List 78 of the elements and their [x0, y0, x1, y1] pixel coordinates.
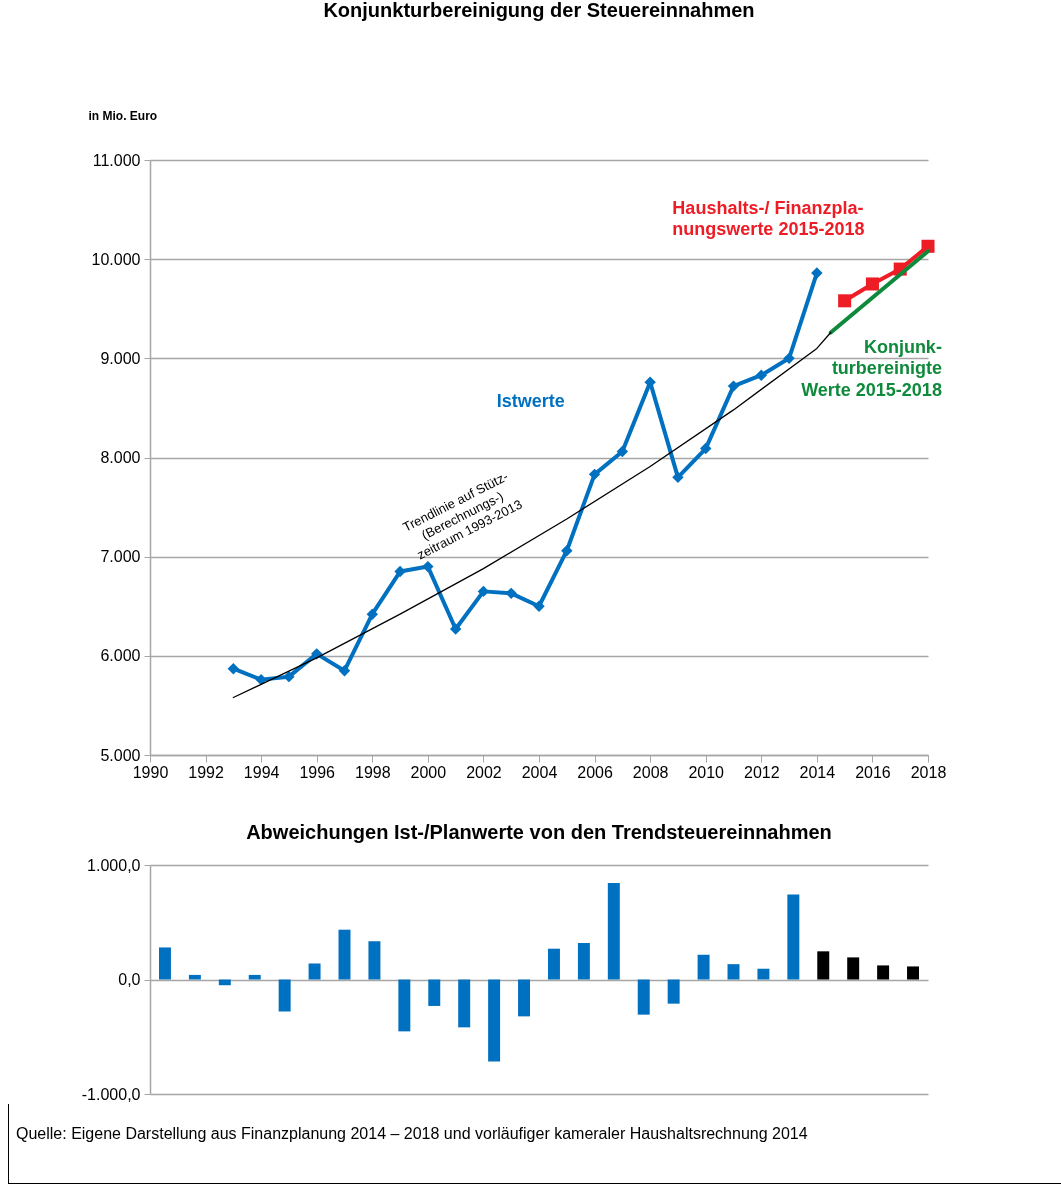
bar [368, 941, 381, 980]
point [838, 294, 852, 308]
point [811, 267, 823, 279]
bar [158, 947, 171, 980]
x-tick-label: 2012 [743, 763, 780, 781]
bar [488, 979, 501, 1062]
bar [637, 979, 650, 1015]
x-tick-label: 2006 [577, 763, 613, 781]
text: Istwerte [496, 391, 565, 412]
bar [877, 965, 890, 980]
x-tick-label: 2010 [688, 763, 725, 781]
bar [607, 883, 620, 980]
point [727, 380, 740, 392]
bar [458, 979, 471, 1028]
point [561, 545, 573, 557]
point [755, 369, 767, 381]
bar [727, 964, 740, 980]
point [700, 442, 712, 455]
series-label: Konjunk- turbereinigte Werte 2015-2018 [801, 336, 942, 400]
bar [817, 951, 830, 980]
bar [188, 974, 201, 980]
bar [847, 957, 860, 980]
y-tick-label: 0,0 [118, 971, 141, 988]
chart-title: Konjunkturbereinigung der Steuereinnahmen [323, 0, 755, 21]
x-tick-label: 1998 [354, 763, 391, 781]
y-tick-label: 5.000 [100, 746, 141, 764]
point [338, 665, 351, 677]
bar [338, 929, 351, 980]
point [588, 468, 601, 481]
bar [428, 979, 441, 1006]
y-tick-label: 6.000 [100, 647, 141, 665]
y-axis-title: in Mio. Euro [88, 108, 158, 123]
point [865, 277, 879, 291]
x-tick-label: 2016 [855, 763, 891, 781]
x-tick-label: 2004 [521, 763, 558, 781]
x-tick-label: 2018 [910, 763, 947, 781]
x-tick-label: 2000 [410, 763, 447, 781]
bar [518, 979, 531, 1017]
point [283, 670, 295, 683]
bar [787, 894, 800, 980]
y-tick-label: 1.000,0 [87, 856, 141, 874]
bar [697, 954, 710, 980]
point [394, 565, 406, 578]
point [783, 352, 795, 365]
point [227, 663, 240, 675]
point [921, 239, 935, 253]
point [366, 608, 378, 620]
x-tick-label: 1996 [299, 763, 336, 781]
point [255, 673, 267, 686]
bar [907, 966, 920, 980]
x-tick-label: 2014 [799, 763, 836, 781]
bar [547, 948, 560, 980]
bar [308, 963, 321, 980]
bar [577, 942, 590, 980]
text: Haushalts-/ Finanzpla- nungswerte 2015-2018 [672, 197, 865, 240]
chart-title: Abweichungen Ist-/Planwerte von den Trendsteuereinnahmen [246, 821, 832, 843]
point [533, 600, 545, 612]
x-tick-label: 2002 [466, 763, 502, 781]
x-tick-label: 1994 [243, 763, 280, 781]
y-tick-label: 9.000 [100, 349, 141, 367]
point [616, 445, 629, 458]
y-tick-label: 8.000 [100, 449, 141, 466]
source-note: Quelle: Eigene Darstellung aus Finanzplanung 2014 – 2018 und vorläufiger kameraler Haushaltsrechnung 2014 [16, 1124, 809, 1143]
y-tick-label: 11.000 [92, 151, 141, 169]
bar [248, 974, 261, 980]
bar [667, 979, 680, 1004]
x-tick-label: 1992 [188, 763, 224, 781]
point [449, 623, 462, 635]
bar [398, 979, 411, 1032]
bar [757, 968, 770, 980]
x-tick-label: 1990 [132, 763, 169, 781]
point [672, 471, 684, 484]
y-tick-label: -1.000,0 [81, 1085, 141, 1103]
y-tick-label: 7.000 [100, 548, 141, 566]
y-tick-label: 10.000 [91, 250, 141, 268]
point [422, 560, 434, 573]
bar [278, 979, 291, 1012]
x-tick-label: 2008 [632, 763, 669, 781]
